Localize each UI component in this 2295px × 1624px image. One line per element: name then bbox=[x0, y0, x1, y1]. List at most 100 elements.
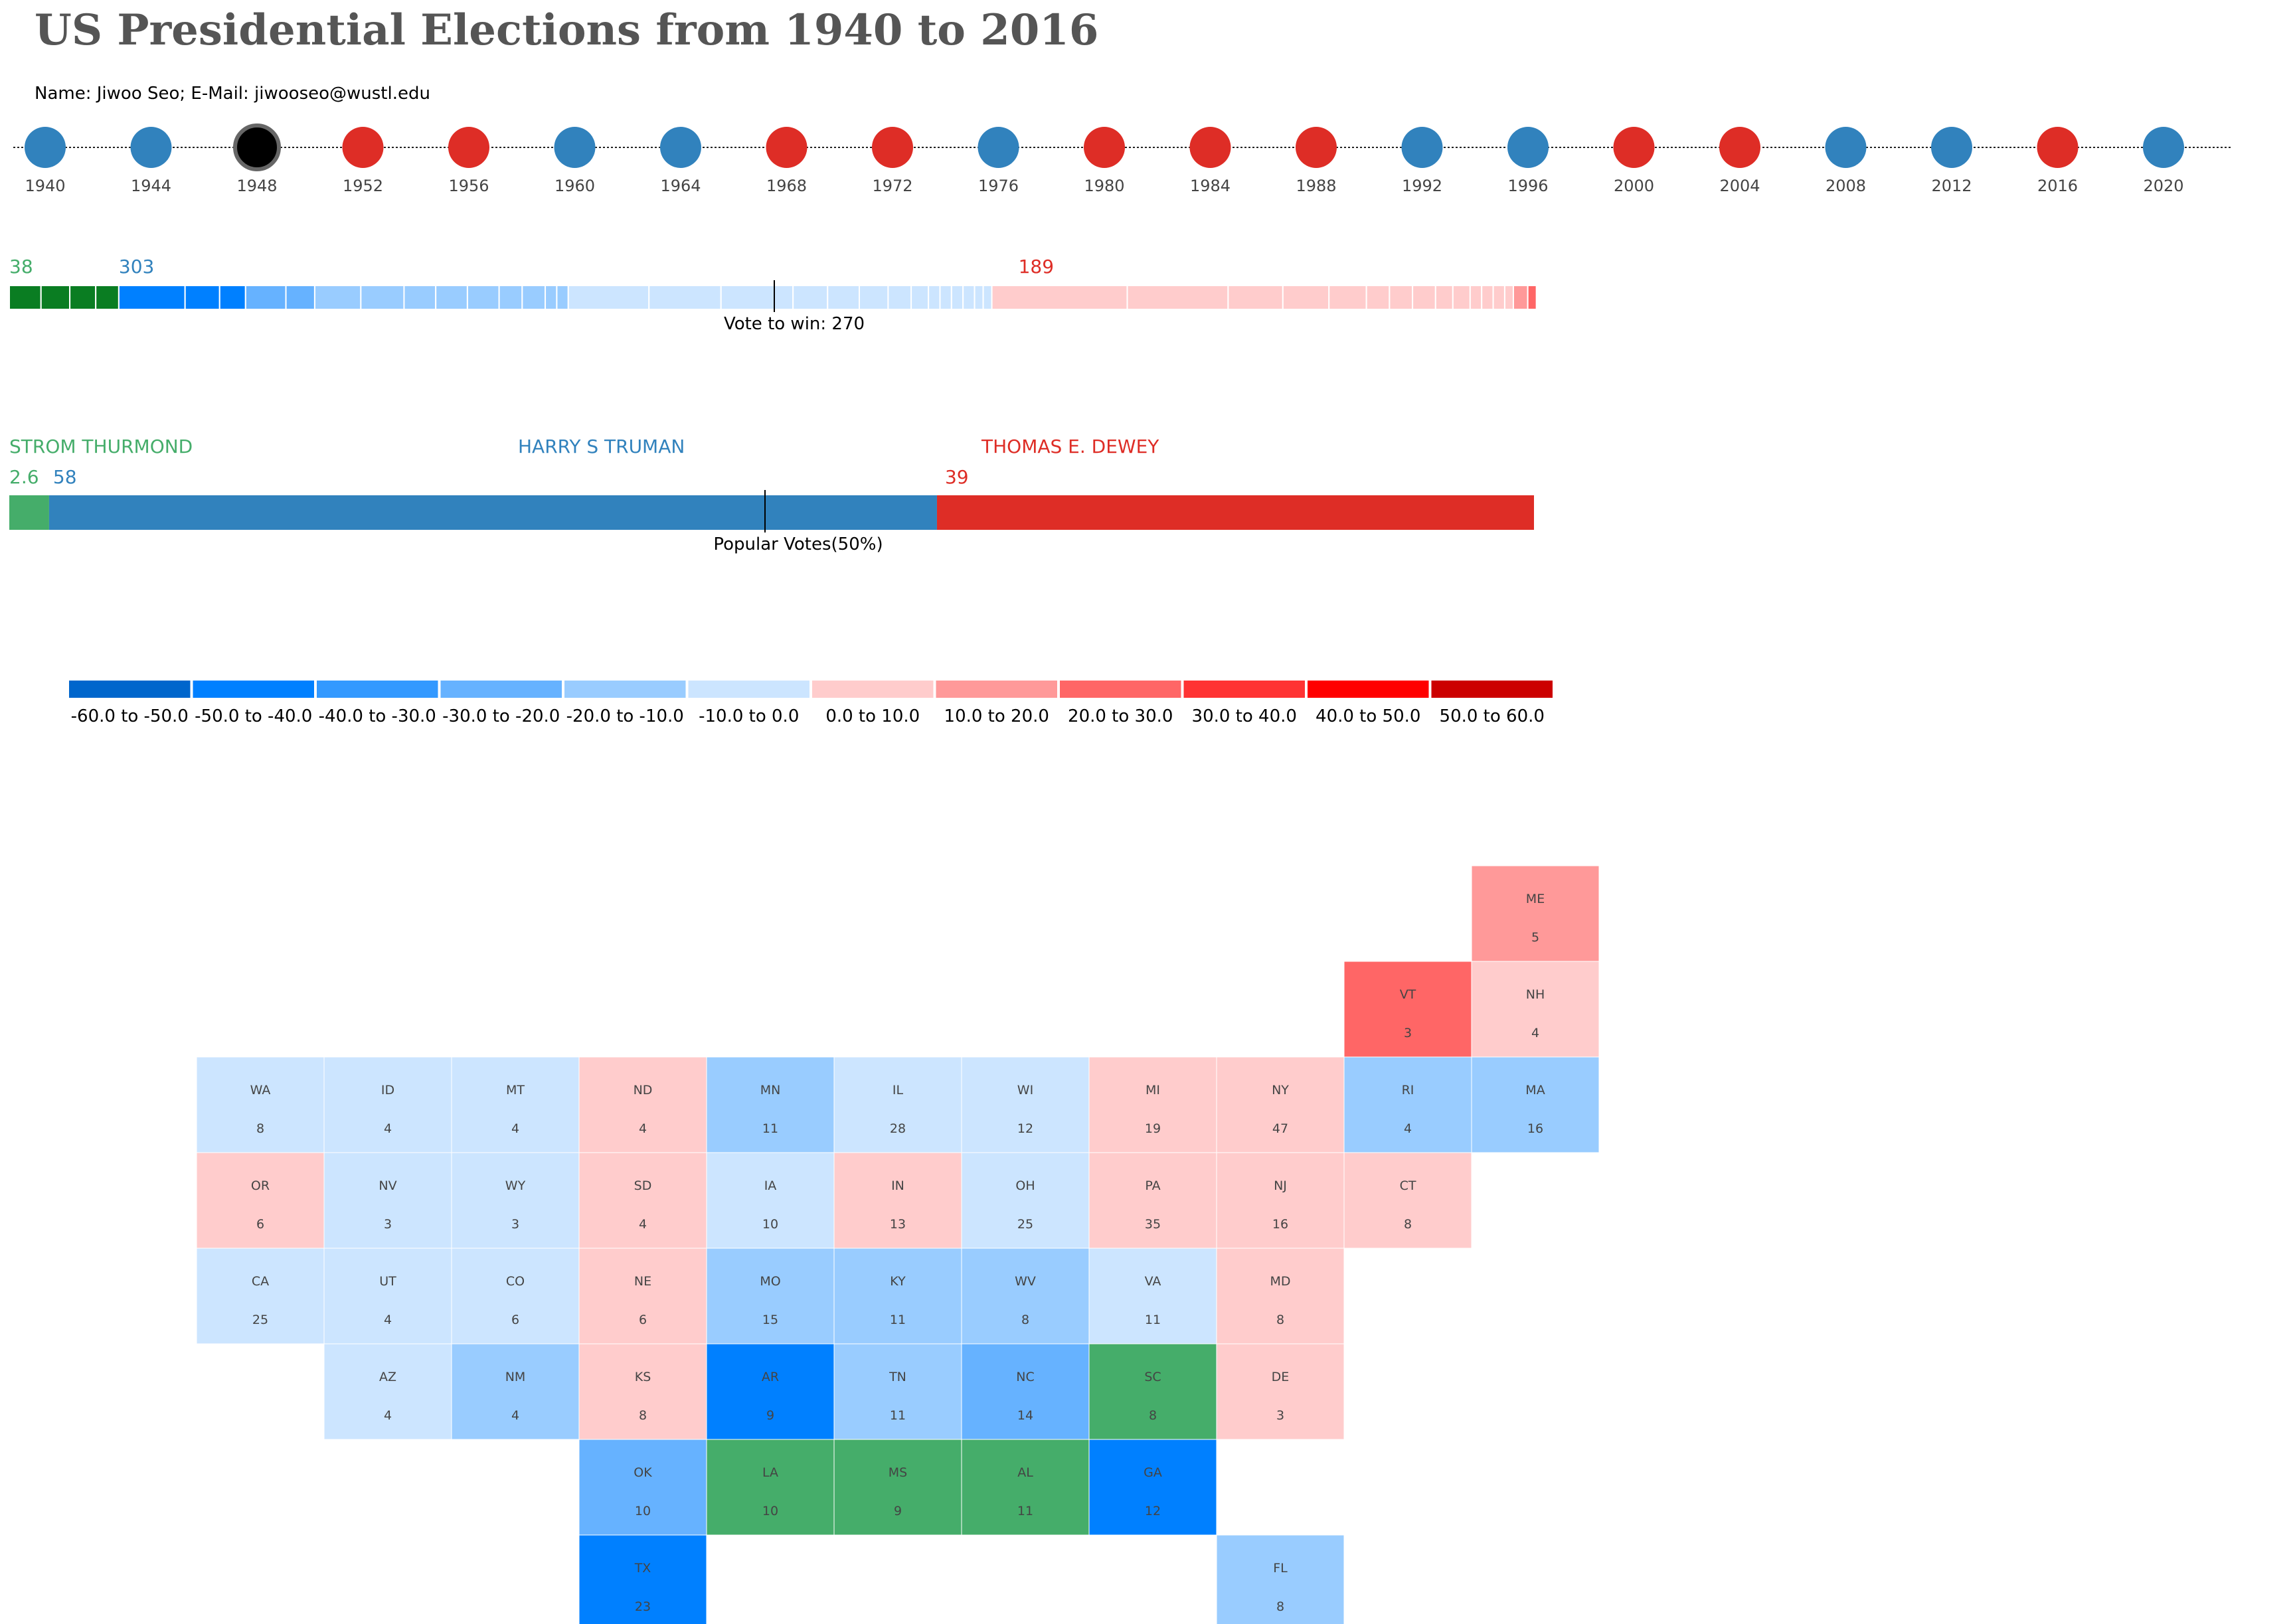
state-tile-nv[interactable]: NV 3 bbox=[323, 1152, 452, 1249]
state-tile-tx[interactable]: TX 23 bbox=[578, 1534, 707, 1624]
year-marker-1988[interactable] bbox=[1296, 127, 1337, 168]
year-label-1996: 1996 bbox=[1507, 177, 1548, 195]
year-marker-1976[interactable] bbox=[978, 127, 1019, 168]
state-tile-ct[interactable]: CT 8 bbox=[1343, 1152, 1472, 1249]
state-tile-sc[interactable]: SC 8 bbox=[1088, 1343, 1217, 1440]
state-tile-ok[interactable]: OK 10 bbox=[578, 1439, 707, 1536]
state-tile-de[interactable]: DE 3 bbox=[1216, 1343, 1345, 1440]
year-marker-1980[interactable] bbox=[1084, 127, 1125, 168]
state-tile-mo[interactable]: MO 15 bbox=[706, 1248, 835, 1344]
year-marker-1984[interactable] bbox=[1189, 127, 1231, 168]
state-tile-bg bbox=[1471, 865, 1600, 962]
state-tile-al[interactable]: AL 11 bbox=[961, 1439, 1090, 1536]
year-marker-2004[interactable] bbox=[1719, 127, 1760, 168]
state-tile-tn[interactable]: TN 11 bbox=[833, 1343, 962, 1440]
state-electoral-votes: 3 bbox=[384, 1217, 392, 1232]
state-tile-ms[interactable]: MS 9 bbox=[833, 1439, 962, 1536]
state-tile-md[interactable]: MD 8 bbox=[1216, 1248, 1345, 1344]
year-marker-2008[interactable] bbox=[1825, 127, 1867, 168]
state-tile-or[interactable]: OR 6 bbox=[196, 1152, 325, 1249]
state-tile-ny[interactable]: NY 47 bbox=[1216, 1056, 1345, 1153]
state-abbr: OR bbox=[251, 1178, 270, 1193]
state-abbr: RI bbox=[1402, 1083, 1414, 1097]
state-tile-wv[interactable]: WV 8 bbox=[961, 1248, 1090, 1344]
state-tile-nm[interactable]: NM 4 bbox=[451, 1343, 580, 1440]
ev-segment-ny bbox=[991, 285, 1128, 310]
state-tile-ut[interactable]: UT 4 bbox=[323, 1248, 452, 1344]
state-tile-il[interactable]: IL 28 bbox=[833, 1056, 962, 1153]
state-electoral-votes: 9 bbox=[766, 1408, 774, 1423]
state-abbr: PA bbox=[1145, 1178, 1160, 1193]
state-tile-pa[interactable]: PA 35 bbox=[1088, 1152, 1217, 1249]
legend-label-2: -40.0 to -30.0 bbox=[319, 706, 436, 726]
state-tile-nc[interactable]: NC 14 bbox=[961, 1343, 1090, 1440]
year-marker-2020[interactable] bbox=[2143, 127, 2184, 168]
state-electoral-votes: 11 bbox=[890, 1408, 906, 1423]
year-marker-1952[interactable] bbox=[342, 127, 384, 168]
ev-segment-wa bbox=[887, 285, 912, 310]
state-abbr: AR bbox=[762, 1370, 779, 1384]
year-timeline: 1940 1944 1948 1952 1956 1960 1964 1968 1972 1976… bbox=[13, 123, 2231, 195]
state-tile-sd[interactable]: SD 4 bbox=[578, 1152, 707, 1249]
year-marker-1972[interactable] bbox=[872, 127, 913, 168]
year-marker-1940[interactable] bbox=[25, 127, 66, 168]
state-tile-bg bbox=[1088, 1439, 1217, 1536]
state-tile-ca[interactable]: CA 25 bbox=[196, 1248, 325, 1344]
state-tile-va[interactable]: VA 11 bbox=[1088, 1248, 1217, 1344]
year-marker-1948[interactable] bbox=[233, 123, 281, 171]
author-info: Name: Jiwoo Seo; E-Mail: jiwooseo@wustl.… bbox=[35, 84, 430, 104]
state-electoral-votes: 3 bbox=[511, 1217, 519, 1232]
state-tile-az[interactable]: AZ 4 bbox=[323, 1343, 452, 1440]
year-marker-1968[interactable] bbox=[766, 127, 808, 168]
state-tile-ia[interactable]: IA 10 bbox=[706, 1152, 835, 1249]
year-marker-2016[interactable] bbox=[2037, 127, 2079, 168]
state-electoral-votes: 6 bbox=[639, 1313, 647, 1327]
legend-swatch-3 bbox=[440, 681, 562, 698]
state-electoral-votes: 16 bbox=[1272, 1217, 1288, 1232]
state-tile-mn[interactable]: MN 11 bbox=[706, 1056, 835, 1153]
state-tile-bg bbox=[578, 1152, 707, 1249]
state-electoral-votes: 9 bbox=[894, 1504, 902, 1518]
state-tile-mt[interactable]: MT 4 bbox=[451, 1056, 580, 1153]
state-tile-me[interactable]: ME 5 bbox=[1471, 865, 1600, 962]
state-abbr: AL bbox=[1017, 1465, 1033, 1480]
state-tile-oh[interactable]: OH 25 bbox=[961, 1152, 1090, 1249]
popular-bar-r bbox=[936, 495, 1534, 530]
state-tile-ne[interactable]: NE 6 bbox=[578, 1248, 707, 1344]
state-tile-in[interactable]: IN 13 bbox=[833, 1152, 962, 1249]
ev-segment-fl bbox=[521, 285, 547, 310]
state-tile-co[interactable]: CO 6 bbox=[451, 1248, 580, 1344]
popular-vote-chart: 2.6 58 39 STROM THURMOND HARRY S TRUMAN THOMA… bbox=[9, 436, 1534, 554]
legend-swatch-1 bbox=[193, 681, 314, 698]
state-tile-bg bbox=[706, 1248, 835, 1344]
state-tile-nj[interactable]: NJ 16 bbox=[1216, 1152, 1345, 1249]
state-tile-wy[interactable]: WY 3 bbox=[451, 1152, 580, 1249]
state-tile-id[interactable]: ID 4 bbox=[323, 1056, 452, 1153]
state-tile-ma[interactable]: MA 16 bbox=[1471, 1056, 1600, 1153]
state-abbr: OH bbox=[1015, 1178, 1035, 1193]
state-tile-bg bbox=[833, 1152, 962, 1249]
state-tile-ar[interactable]: AR 9 bbox=[706, 1343, 835, 1440]
state-tile-mi[interactable]: MI 19 bbox=[1088, 1056, 1217, 1153]
state-tile-nh[interactable]: NH 4 bbox=[1471, 961, 1600, 1058]
year-marker-2012[interactable] bbox=[1931, 127, 1972, 168]
state-tile-ga[interactable]: GA 12 bbox=[1088, 1439, 1217, 1536]
state-tile-ks[interactable]: KS 8 bbox=[578, 1343, 707, 1440]
state-electoral-votes: 19 bbox=[1145, 1121, 1161, 1136]
state-tile-bg bbox=[833, 1343, 962, 1440]
state-tile-wi[interactable]: WI 12 bbox=[961, 1056, 1090, 1153]
state-tile-nd[interactable]: ND 4 bbox=[578, 1056, 707, 1153]
year-marker-2000[interactable] bbox=[1613, 127, 1655, 168]
state-tile-wa[interactable]: WA 8 bbox=[196, 1056, 325, 1153]
year-marker-1944[interactable] bbox=[130, 127, 172, 168]
state-tile-fl[interactable]: FL 8 bbox=[1216, 1534, 1345, 1624]
year-marker-1964[interactable] bbox=[660, 127, 701, 168]
state-tile-la[interactable]: LA 10 bbox=[706, 1439, 835, 1536]
state-tile-ri[interactable]: RI 4 bbox=[1343, 1056, 1472, 1153]
year-marker-1956[interactable] bbox=[448, 127, 489, 168]
state-tile-vt[interactable]: VT 3 bbox=[1343, 961, 1472, 1058]
year-marker-1992[interactable] bbox=[1401, 127, 1443, 168]
state-tile-ky[interactable]: KY 11 bbox=[833, 1248, 962, 1344]
year-marker-1960[interactable] bbox=[554, 127, 596, 168]
year-marker-1996[interactable] bbox=[1507, 127, 1549, 168]
